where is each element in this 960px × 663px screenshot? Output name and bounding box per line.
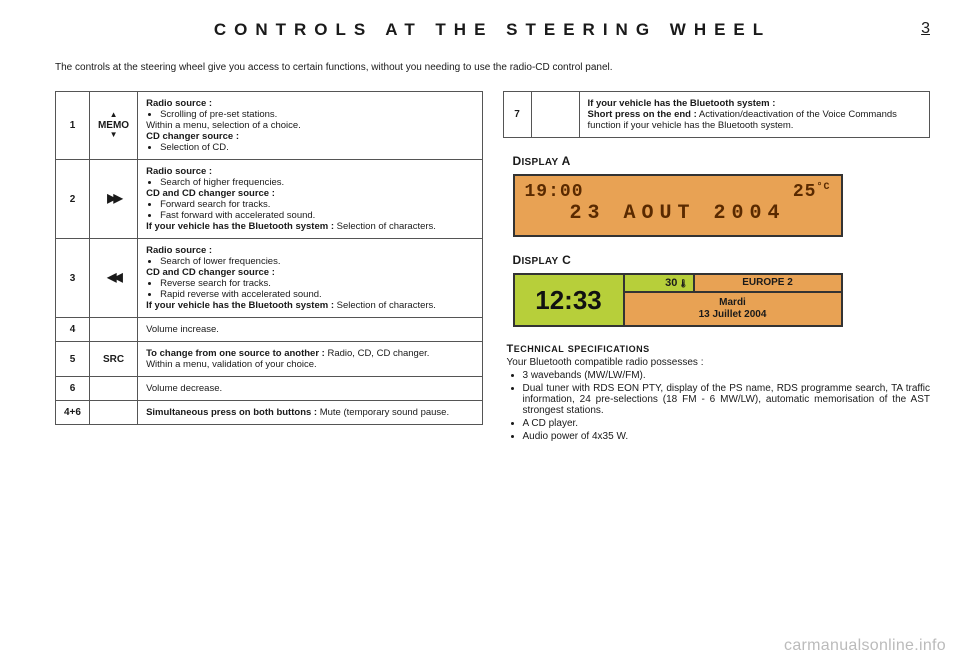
display-c-time: 12:33 xyxy=(515,275,625,325)
control-icon xyxy=(531,92,579,138)
display-c-panel: 12:33 30🌡 EUROPE 2 Mardi13 Juillet 2004 xyxy=(513,273,843,327)
control-icon: ▶▶ xyxy=(89,160,137,239)
spec-title: TECHNICAL SPECIFICATIONS xyxy=(507,343,931,355)
display-c-temp: 30🌡 xyxy=(625,275,695,291)
control-description: If your vehicle has the Bluetooth system… xyxy=(579,92,930,138)
controls-table-left: 1▲MEMO▼Radio source :Scrolling of pre-se… xyxy=(55,91,483,425)
control-number: 7 xyxy=(503,92,531,138)
page-header: CONTROLS AT THE STEERING WHEEL 3 xyxy=(55,20,930,40)
control-description: Volume increase. xyxy=(138,318,482,342)
control-description: To change from one source to another : R… xyxy=(138,342,482,377)
control-description: Radio source :Search of lower frequencie… xyxy=(138,239,482,318)
control-number: 4 xyxy=(56,318,90,342)
control-icon xyxy=(89,401,137,425)
control-description: Radio source :Search of higher frequenci… xyxy=(138,160,482,239)
spec-item: Dual tuner with RDS EON PTY, display of … xyxy=(523,383,931,416)
spec-intro: Your Bluetooth compatible radio possesse… xyxy=(507,357,931,368)
display-a-date: 23 AOUT 2004 xyxy=(525,202,831,225)
display-c-station: EUROPE 2 xyxy=(695,275,841,291)
spec-item: Audio power of 4x35 W. xyxy=(523,431,931,442)
intro-text: The controls at the steering wheel give … xyxy=(55,62,930,73)
control-number: 4+6 xyxy=(56,401,90,425)
display-a-temp: 25°C xyxy=(793,182,831,202)
control-icon xyxy=(89,377,137,401)
control-number: 1 xyxy=(56,92,90,160)
spec-item: A CD player. xyxy=(523,418,931,429)
display-a-panel: 19:00 25°C 23 AOUT 2004 xyxy=(513,174,843,237)
control-icon: ◀◀ xyxy=(89,239,137,318)
control-icon: SRC xyxy=(89,342,137,377)
control-icon: ▲MEMO▼ xyxy=(89,92,137,160)
control-description: Radio source :Scrolling of pre-set stati… xyxy=(138,92,482,160)
control-description: Volume decrease. xyxy=(138,377,482,401)
control-icon xyxy=(89,318,137,342)
page-title: CONTROLS AT THE STEERING WHEEL xyxy=(214,20,771,40)
display-a-title: DISPLAY A xyxy=(513,154,931,168)
control-number: 6 xyxy=(56,377,90,401)
control-number: 2 xyxy=(56,160,90,239)
spec-item: 3 wavebands (MW/LW/FM). xyxy=(523,370,931,381)
tech-spec: TECHNICAL SPECIFICATIONS Your Bluetooth … xyxy=(507,343,931,442)
display-a-time: 19:00 xyxy=(525,182,584,202)
watermark: carmanualsonline.info xyxy=(784,637,946,655)
page-number: 3 xyxy=(921,20,930,38)
control-description: Simultaneous press on both buttons : Mut… xyxy=(138,401,482,425)
control-number: 3 xyxy=(56,239,90,318)
controls-table-right: 7 If your vehicle has the Bluetooth syste… xyxy=(503,91,931,138)
control-number: 5 xyxy=(56,342,90,377)
display-c-title: DISPLAY C xyxy=(513,253,931,267)
display-c-date: Mardi13 Juillet 2004 xyxy=(625,293,841,325)
